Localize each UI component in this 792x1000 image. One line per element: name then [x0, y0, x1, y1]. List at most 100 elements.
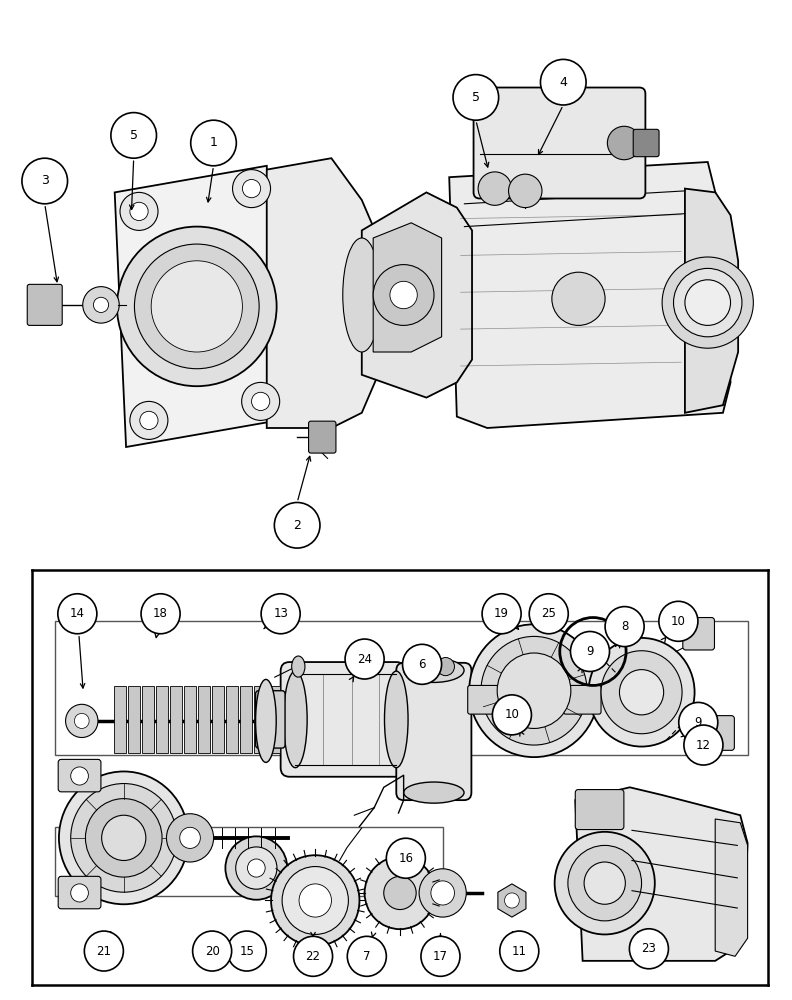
Circle shape: [584, 862, 626, 904]
Circle shape: [233, 170, 271, 208]
Circle shape: [540, 59, 586, 105]
FancyBboxPatch shape: [280, 662, 406, 777]
Bar: [185, 686, 196, 753]
Text: 2: 2: [293, 519, 301, 532]
Bar: [212, 686, 224, 753]
Text: 18: 18: [153, 607, 168, 620]
Text: 5: 5: [130, 129, 138, 142]
Circle shape: [605, 607, 644, 647]
Text: 7: 7: [363, 950, 371, 963]
Bar: [268, 686, 280, 753]
Circle shape: [419, 869, 466, 917]
Circle shape: [180, 827, 200, 848]
Ellipse shape: [256, 679, 276, 762]
FancyBboxPatch shape: [309, 421, 336, 453]
Text: 4: 4: [559, 76, 567, 89]
Circle shape: [345, 639, 384, 679]
Circle shape: [261, 594, 300, 634]
Circle shape: [568, 845, 642, 921]
Bar: [198, 686, 210, 753]
Circle shape: [66, 704, 98, 738]
Circle shape: [139, 411, 158, 430]
Ellipse shape: [404, 658, 464, 682]
Text: 22: 22: [306, 950, 321, 963]
Circle shape: [141, 594, 180, 634]
Circle shape: [437, 658, 455, 676]
Text: 10: 10: [505, 708, 520, 721]
Circle shape: [236, 847, 277, 889]
Ellipse shape: [291, 656, 305, 677]
Bar: [156, 686, 168, 753]
Circle shape: [242, 382, 280, 420]
Circle shape: [93, 297, 109, 312]
Text: 11: 11: [512, 945, 527, 958]
Circle shape: [151, 261, 242, 352]
Circle shape: [500, 931, 539, 971]
Circle shape: [191, 120, 236, 166]
Circle shape: [299, 884, 332, 917]
Circle shape: [120, 192, 158, 230]
Circle shape: [421, 936, 460, 976]
Circle shape: [497, 653, 571, 728]
Ellipse shape: [384, 671, 408, 768]
Circle shape: [384, 876, 416, 910]
Circle shape: [271, 855, 360, 946]
Circle shape: [274, 502, 320, 548]
Circle shape: [588, 638, 695, 747]
Polygon shape: [715, 819, 748, 956]
Circle shape: [130, 202, 148, 221]
Text: 23: 23: [642, 942, 657, 955]
Circle shape: [685, 280, 730, 325]
Circle shape: [242, 179, 261, 198]
Circle shape: [601, 651, 682, 734]
Text: 19: 19: [494, 607, 509, 620]
Circle shape: [478, 172, 512, 205]
Circle shape: [402, 644, 442, 684]
Polygon shape: [685, 189, 738, 413]
Text: 20: 20: [204, 945, 219, 958]
Text: 14: 14: [70, 607, 85, 620]
Text: 21: 21: [97, 945, 112, 958]
Circle shape: [117, 227, 276, 386]
Circle shape: [58, 594, 97, 634]
Text: 8: 8: [621, 620, 628, 633]
Polygon shape: [575, 787, 748, 961]
Circle shape: [373, 265, 434, 325]
Circle shape: [282, 867, 348, 934]
Circle shape: [607, 126, 641, 160]
FancyBboxPatch shape: [396, 663, 471, 800]
Circle shape: [619, 670, 664, 715]
Circle shape: [226, 836, 287, 900]
Polygon shape: [362, 192, 472, 398]
Bar: [254, 686, 266, 753]
Text: 13: 13: [273, 607, 288, 620]
Circle shape: [431, 881, 455, 905]
Text: 6: 6: [418, 658, 426, 671]
FancyBboxPatch shape: [563, 685, 601, 714]
Circle shape: [673, 268, 742, 337]
Bar: [227, 686, 238, 753]
FancyBboxPatch shape: [468, 685, 505, 714]
Text: 12: 12: [696, 739, 711, 752]
Bar: [170, 686, 182, 753]
Circle shape: [469, 624, 599, 757]
Text: 5: 5: [472, 91, 480, 104]
Circle shape: [74, 713, 89, 728]
Circle shape: [570, 631, 610, 671]
Polygon shape: [373, 223, 442, 352]
Text: 17: 17: [433, 950, 448, 963]
Circle shape: [70, 784, 177, 892]
Text: 9: 9: [586, 645, 594, 658]
FancyBboxPatch shape: [700, 716, 734, 750]
Polygon shape: [449, 162, 730, 428]
Circle shape: [247, 859, 265, 877]
Circle shape: [659, 601, 698, 641]
Circle shape: [227, 931, 266, 971]
Circle shape: [348, 936, 386, 976]
Circle shape: [508, 174, 542, 208]
Text: 1: 1: [210, 136, 218, 149]
Circle shape: [679, 702, 718, 742]
Text: 15: 15: [239, 945, 254, 958]
Circle shape: [554, 832, 655, 934]
Text: 25: 25: [541, 607, 556, 620]
